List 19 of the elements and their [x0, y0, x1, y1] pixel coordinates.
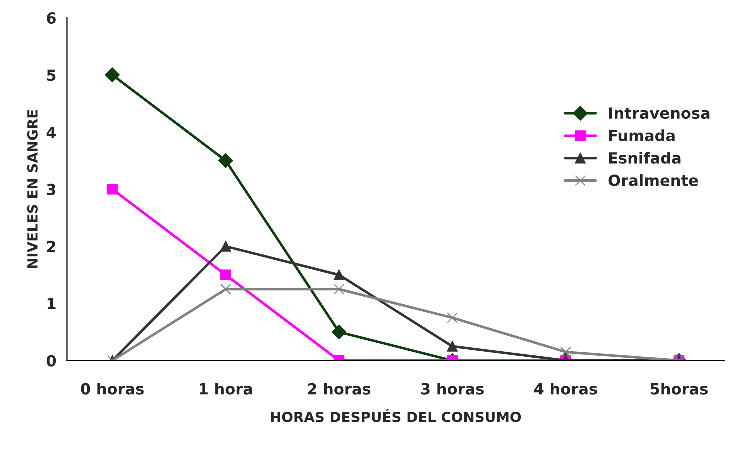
x-tick-label: 1 hora [200, 383, 252, 395]
legend-label: Intravenosa [609, 108, 710, 120]
y-tick-label: 6 [47, 12, 56, 24]
x-axis-title: HORAS DESPUÉS DEL CONSUMO [271, 409, 522, 422]
y-tick-label: 1 [48, 298, 56, 310]
y-tick-label: 5 [47, 70, 56, 82]
y-axis-title: NIVELES EN SANGRE [27, 110, 38, 268]
x-tick-label: 0 horas [81, 383, 144, 395]
x-tick-label: 4 horas [534, 383, 598, 395]
x-tick-label: 5horas [650, 383, 708, 395]
y-tick-label: 2 [47, 241, 56, 252]
y-tick-label: 4 [46, 126, 56, 138]
x-tick-label: 2 horas [308, 383, 371, 395]
legend-label: Esnifada [609, 152, 681, 164]
x-tick-label: 3 horas [421, 383, 484, 395]
y-tick-label: 3 [47, 184, 56, 196]
legend-label: Fumada [609, 130, 675, 142]
legend-label: Oralmente [608, 174, 698, 186]
y-tick-label: 0 [46, 355, 56, 367]
